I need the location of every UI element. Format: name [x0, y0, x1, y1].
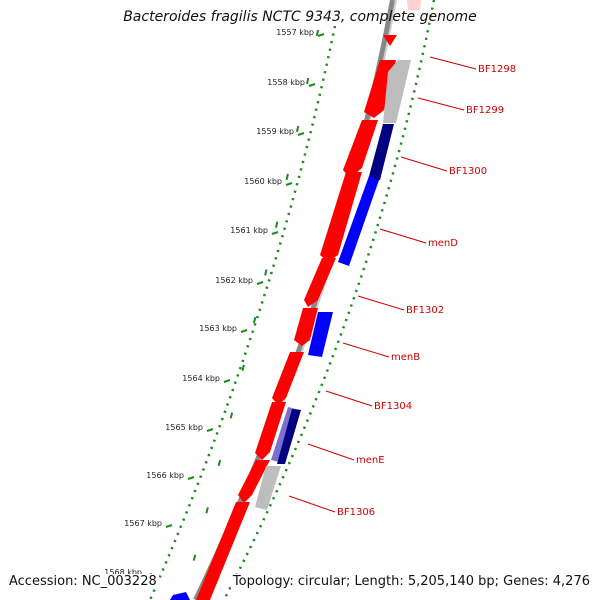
reverse-gene [368, 124, 394, 180]
ruler-tick-mark [206, 428, 214, 432]
ruler-ticks: 1557 kbp 1558 kbp 1559 kbp 1560 kbp 1561 kbp… [104, 28, 325, 577]
forward-gene [255, 402, 286, 460]
gene-label: menB [391, 352, 420, 363]
leader-line [417, 97, 465, 111]
reverse-gene [308, 312, 333, 357]
leader-line [379, 228, 427, 244]
reverse-gene [338, 176, 379, 266]
forward-gene [383, 35, 397, 46]
gene-label: menD [428, 238, 458, 249]
ruler-tick-label: 1561 kbp [230, 226, 268, 235]
ruler-tick-label: 1564 kbp [182, 374, 220, 383]
forward-gene [272, 352, 304, 405]
forward-gene [304, 258, 336, 307]
ruler-tick-mark [256, 281, 264, 285]
leader-line [400, 156, 448, 172]
outer-dotted-track [148, 25, 337, 600]
ruler-tick-label: 1558 kbp [267, 78, 305, 87]
gene-label: menE [356, 455, 385, 466]
gene-label: BF1298 [478, 64, 516, 75]
outer-tick-track [182, 29, 319, 600]
ruler-tick-label: 1557 kbp [276, 28, 314, 37]
leader-line [325, 390, 373, 407]
ruler-tick-label: 1560 kbp [244, 177, 282, 186]
reverse-gene [170, 592, 190, 600]
forward-gene [343, 120, 378, 178]
leader-line [288, 495, 336, 513]
forward-strand-genes [196, 35, 397, 600]
ruler-tick-label: 1565 kbp [165, 423, 203, 432]
inner-dotted-track [222, 0, 436, 600]
ruler-tick-label: 1562 kbp [215, 276, 253, 285]
light-gene [407, 0, 421, 10]
ruler-tick-mark [165, 524, 173, 528]
reverse-strand-genes [170, 0, 421, 600]
forward-gene [196, 502, 250, 600]
reverse-gene [277, 409, 301, 464]
leader-line [342, 342, 390, 358]
forward-gene [238, 460, 270, 503]
leader-line [429, 56, 477, 70]
genome-title: Bacteroides fragilis NCTC 9343, complete… [123, 9, 477, 25]
gene-label: BF1302 [406, 305, 444, 316]
forward-gene [320, 172, 362, 262]
ruler-tick-mark [317, 33, 325, 37]
ruler-tick-label: 1563 kbp [199, 324, 237, 333]
gene-label: BF1304 [374, 401, 412, 412]
ruler-tick-label: 1559 kbp [256, 127, 294, 136]
ruler-tick-label: 1567 kbp [124, 519, 162, 528]
ruler-tick-mark [285, 182, 293, 186]
gray-gene [255, 466, 281, 510]
gene-label: BF1306 [337, 507, 375, 518]
gene-labels: BF1298 BF1299 BF1300 menD BF1302 menB BF1304 me… [337, 64, 516, 518]
forward-gene [294, 308, 318, 346]
ruler-tick-mark [308, 83, 316, 87]
leader-line [357, 295, 405, 311]
gene-label: BF1299 [466, 105, 504, 116]
ruler-tick-label: 1566 kbp [146, 471, 184, 480]
label-leaders [288, 56, 477, 513]
ruler-tick-mark [271, 231, 279, 235]
ruler-tick-label: 1568 kbp [104, 568, 142, 577]
ruler-tick-mark [223, 379, 231, 383]
ruler-tick-mark [240, 329, 248, 333]
ruler-tick-mark [187, 476, 195, 480]
gene-label: BF1300 [449, 166, 487, 177]
ruler-tick-mark [297, 132, 305, 136]
gray-gene [383, 60, 411, 123]
leader-line [307, 443, 355, 461]
genome-summary: Topology: circular; Length: 5,205,140 bp… [230, 574, 592, 589]
accession-text: Accession: NC_003228 [7, 574, 159, 589]
